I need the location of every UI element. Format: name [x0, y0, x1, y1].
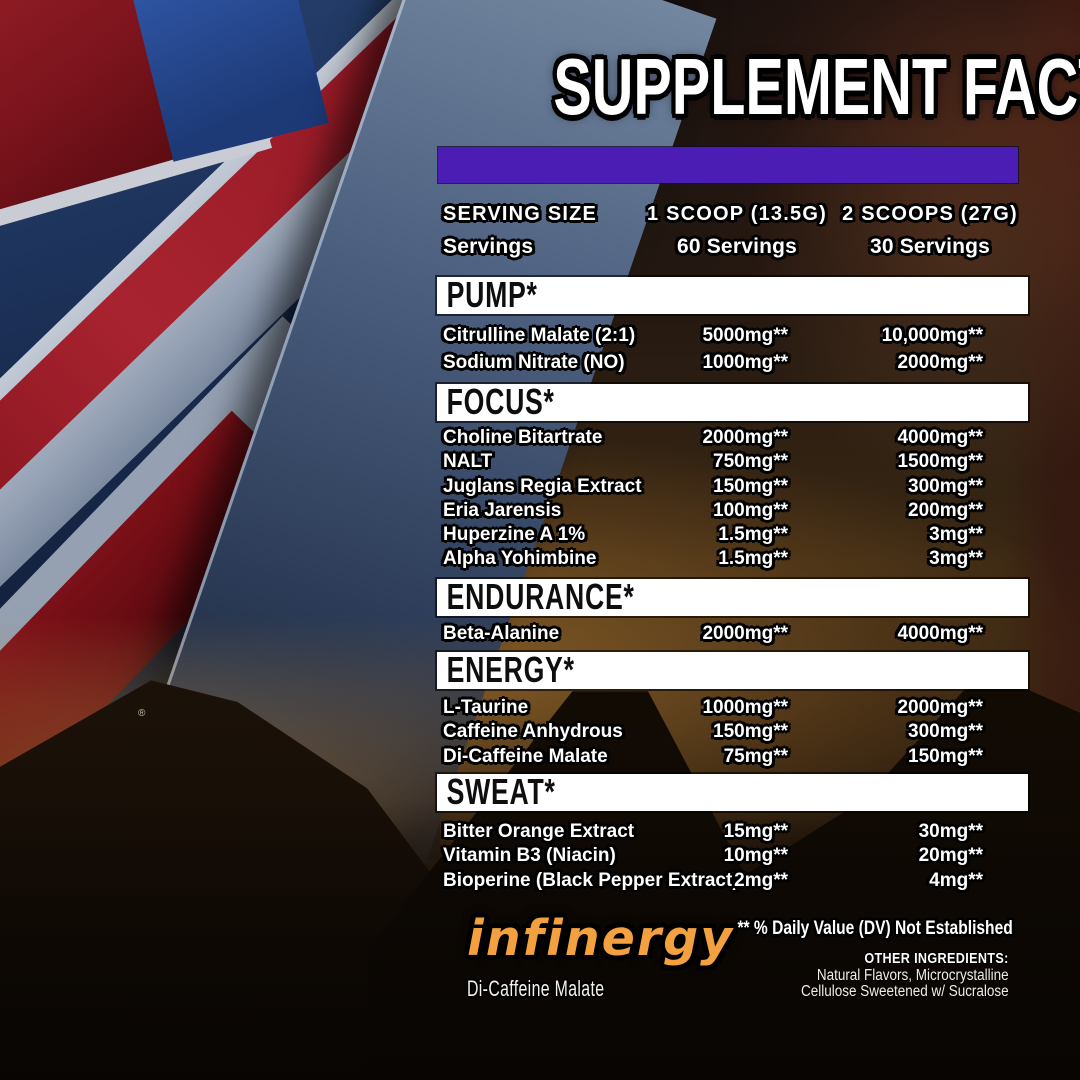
ingredient-row: Bitter Orange Extract 15mg** 30mg** [437, 820, 1028, 844]
amount-scoop2: 300mg** [908, 721, 983, 743]
servings-scoop2: 30 Servings [869, 235, 991, 258]
amount-scoop2: 1500mg** [897, 451, 983, 473]
other-ingredients-label: OTHER INGREDIENTS: [864, 951, 1009, 967]
amount-scoop1: 750mg** [713, 451, 788, 473]
section-header-focus: FOCUS* [437, 384, 1028, 421]
amount-scoop1: 10mg** [723, 845, 788, 867]
ingredient-row: Huperzine A 1% 1.5mg** 3mg** [437, 523, 1028, 547]
amount-scoop1: 2mg** [734, 869, 788, 891]
amount-scoop1: 1.5mg** [718, 548, 788, 570]
amount-scoop1: 15mg** [723, 821, 788, 842]
amount-scoop1: 1.5mg** [718, 524, 788, 546]
section-header-endurance: ENDURANCE* [437, 579, 1028, 616]
other-ingredients-line2: Cellulose Sweetened w/ Sucralose [801, 983, 1009, 1000]
ingredient-row: Beta-Alanine 2000mg** 4000mg** [437, 622, 1028, 646]
brand-name-infinergy: infinergy [467, 910, 735, 967]
section-header-pump-label: PUMP* [446, 274, 538, 315]
ingredient-name: Huperzine A 1% [443, 524, 586, 546]
ingredient-name: Beta-Alanine [443, 623, 560, 644]
amount-scoop2: 3mg** [929, 524, 983, 546]
ingredient-name: Bitter Orange Extract [443, 821, 635, 842]
amount-scoop2: 4000mg** [897, 623, 983, 644]
amount-scoop2: 4000mg** [897, 427, 983, 448]
amount-scoop2: 200mg** [908, 499, 983, 521]
section-header-endurance-label: ENDURANCE* [446, 576, 635, 617]
accent-bar [438, 147, 1018, 183]
ingredient-name: Bioperine (Black Pepper Extract) [443, 869, 739, 891]
serving-size-header-row: SERVING SIZE 1 SCOOP (13.5G) 2 SCOOPS (2… [437, 203, 1028, 229]
section-header-energy: ENERGY* [437, 652, 1028, 689]
amount-scoop1: 150mg** [713, 475, 788, 497]
ingredient-name: Caffeine Anhydrous [443, 721, 623, 743]
ingredient-name: Alpha Yohimbine [443, 548, 597, 570]
ingredient-name: Di-Caffeine Malate [443, 745, 608, 767]
servings-count-row: Servings 60 Servings 30 Servings [437, 235, 1028, 261]
ingredient-name: Sodium Nitrate (NO) [443, 352, 625, 373]
serving-size-scoop2: 2 SCOOPS (27G) [842, 203, 1018, 225]
amount-scoop1: 1000mg** [702, 352, 788, 373]
ingredient-name: L-Taurine [443, 697, 529, 718]
amount-scoop2: 2000mg** [897, 352, 983, 373]
registered-trademark-mark: ® [138, 708, 146, 719]
ingredient-row: Sodium Nitrate (NO) 1000mg** 2000mg** [437, 349, 1028, 376]
amount-scoop2: 4mg** [929, 869, 983, 891]
facts-panel: SUPPLEMENT FACTS SERVING SIZE 1 SCOOP (1… [437, 0, 1080, 1080]
amount-scoop1: 75mg** [723, 745, 788, 767]
section-header-focus-label: FOCUS* [446, 381, 555, 422]
ingredient-name: Vitamin B3 (Niacin) [443, 845, 616, 867]
ingredient-name: NALT [443, 451, 493, 473]
amount-scoop2: 3mg** [929, 548, 983, 570]
brand-subtitle: Di-Caffeine Malate [467, 976, 605, 1001]
amount-scoop2: 30mg** [918, 821, 983, 842]
ingredient-row: Bioperine (Black Pepper Extract) 2mg** 4… [437, 869, 1028, 893]
section-header-sweat-label: SWEAT* [446, 771, 556, 812]
other-ingredients-line1: Natural Flavors, Microcrystalline [817, 967, 1009, 984]
amount-scoop1: 2000mg** [702, 623, 788, 644]
section-rows-energy: L-Taurine 1000mg** 2000mg** Caffeine Anh… [437, 696, 1028, 769]
page-title-text: SUPPLEMENT FACTS [553, 42, 1080, 131]
ingredient-name: Choline Bitartrate [443, 427, 603, 448]
amount-scoop2: 2000mg** [897, 697, 983, 718]
ingredient-row: NALT 750mg** 1500mg** [437, 450, 1028, 474]
section-rows-pump: Citrulline Malate (2:1) 5000mg** 10,000m… [437, 322, 1028, 376]
amount-scoop1: 100mg** [713, 499, 788, 521]
brand-logo: infinergy Di-Caffeine Malate [467, 908, 734, 1002]
amount-scoop1: 5000mg** [702, 325, 788, 346]
amount-scoop1: 1000mg** [702, 697, 788, 718]
amount-scoop1: 2000mg** [702, 427, 788, 448]
section-header-energy-label: ENERGY* [446, 649, 575, 690]
other-ingredients-block: OTHER INGREDIENTS: Natural Flavors, Micr… [801, 950, 1009, 1000]
ingredient-name: Juglans Regia Extract [443, 475, 642, 497]
amount-scoop2: 300mg** [908, 475, 983, 497]
section-rows-sweat: Bitter Orange Extract 15mg** 30mg** Vita… [437, 820, 1028, 893]
ingredient-row: Vitamin B3 (Niacin) 10mg** 20mg** [437, 844, 1028, 868]
section-rows-focus: Choline Bitartrate 2000mg** 4000mg** NAL… [437, 426, 1028, 572]
ingredient-row: Citrulline Malate (2:1) 5000mg** 10,000m… [437, 322, 1028, 349]
serving-size-label: SERVING SIZE [443, 203, 598, 225]
ingredient-row: L-Taurine 1000mg** 2000mg** [437, 696, 1028, 720]
amount-scoop2: 10,000mg** [881, 325, 983, 346]
ingredient-name: Citrulline Malate (2:1) [443, 325, 636, 346]
section-rows-endurance: Beta-Alanine 2000mg** 4000mg** [437, 622, 1028, 646]
ingredient-row: Di-Caffeine Malate 75mg** 150mg** [437, 745, 1028, 769]
ingredient-row: Eria Jarensis 100mg** 200mg** [437, 499, 1028, 523]
amount-scoop2: 20mg** [918, 845, 983, 867]
ingredient-row: Choline Bitartrate 2000mg** 4000mg** [437, 426, 1028, 450]
serving-size-scoop1: 1 SCOOP (13.5G) [647, 203, 827, 225]
servings-label: Servings [443, 235, 534, 258]
section-header-pump: PUMP* [437, 277, 1028, 314]
servings-scoop1: 60 Servings [676, 235, 798, 258]
ingredient-name: Eria Jarensis [443, 499, 562, 521]
amount-scoop1: 150mg** [713, 721, 788, 743]
ingredient-row: Juglans Regia Extract 150mg** 300mg** [437, 475, 1028, 499]
amount-scoop2: 150mg** [908, 745, 983, 767]
ingredient-row: Alpha Yohimbine 1.5mg** 3mg** [437, 547, 1028, 571]
section-header-sweat: SWEAT* [437, 774, 1028, 811]
ingredient-row: Caffeine Anhydrous 150mg** 300mg** [437, 720, 1028, 744]
page-title: SUPPLEMENT FACTS [437, 46, 1080, 128]
daily-value-note: ** % Daily Value (DV) Not Established [737, 918, 1013, 939]
